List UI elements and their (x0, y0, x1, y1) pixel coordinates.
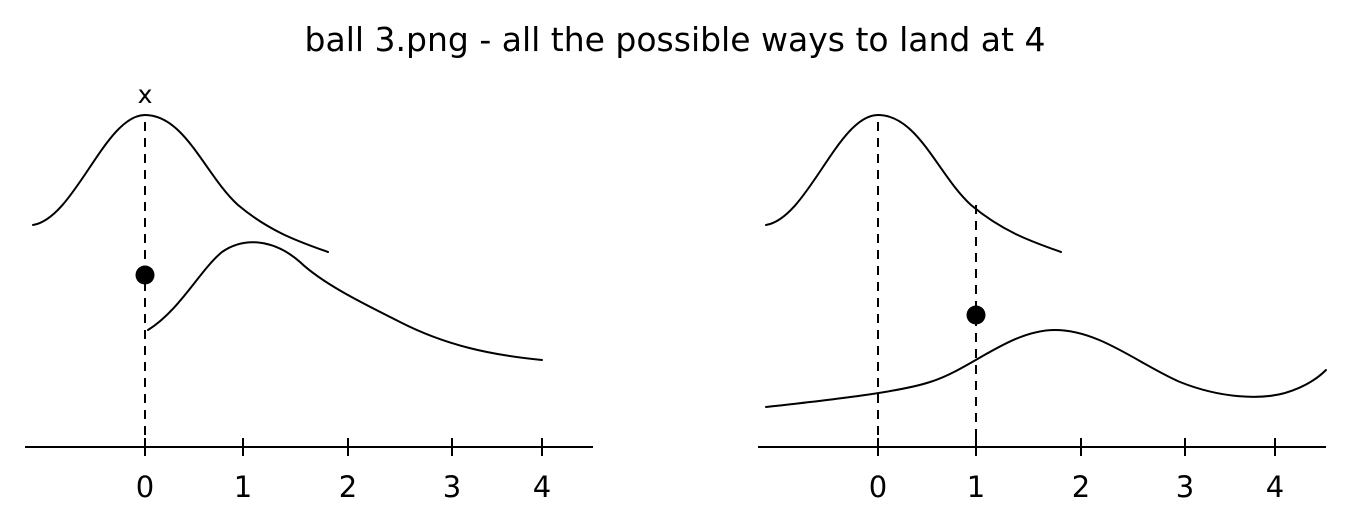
left-ball (135, 265, 155, 285)
right-tick-label-4: 4 (1266, 470, 1284, 504)
left-tick-label-4: 4 (533, 470, 551, 504)
right-tick-label-1: 1 (967, 470, 985, 504)
left-tick-label-3: 3 (443, 470, 461, 504)
left-tick-label-0: 0 (136, 470, 154, 504)
left-lower-curve (147, 241, 543, 361)
left-tick-label-1: 1 (234, 470, 252, 504)
right-top-curve (765, 114, 1062, 253)
right-lower-curve (765, 329, 1327, 408)
diagram-title: ball 3.png - all the possible ways to la… (304, 20, 1046, 59)
right-ball (966, 305, 986, 325)
left-tick-label-2: 2 (339, 470, 357, 504)
right-panel: 0 1 2 3 4 (758, 114, 1327, 504)
left-panel: 0 1 2 3 4 x (25, 80, 593, 504)
right-tick-label-2: 2 (1072, 470, 1090, 504)
left-top-curve (32, 114, 329, 253)
left-marker-label: x (138, 80, 153, 109)
right-tick-label-0: 0 (869, 470, 887, 504)
right-tick-label-3: 3 (1176, 470, 1194, 504)
